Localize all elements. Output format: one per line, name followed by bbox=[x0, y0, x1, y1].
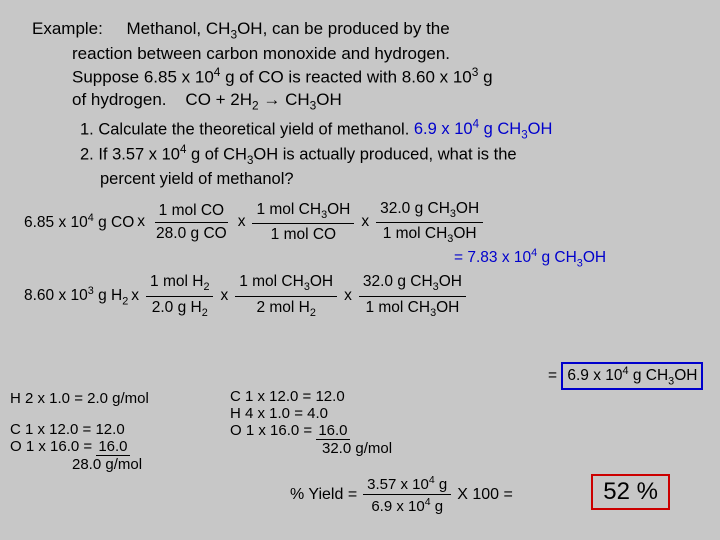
answer-1: 6.9 x 104 g CH3OH bbox=[414, 120, 553, 138]
molar-mass-co: H 2 x 1.0 = 2.0 g/mol C 1 x 12.0 = 12.0 … bbox=[10, 390, 149, 473]
example-paragraph: Example: Methanol, CH3OH, can be produce… bbox=[32, 18, 696, 114]
h2-result-boxed: = 6.9 x 104 g CH3OH bbox=[548, 362, 703, 390]
final-answer-box: 52 % bbox=[591, 474, 670, 510]
h2-calculation: 8.60 x 103 g H2 x 1 mol H22.0 g H2 x 1 m… bbox=[24, 272, 696, 319]
molar-mass-ch3oh: C 1 x 12.0 = 12.0 H 4 x 1.0 = 4.0 O 1 x … bbox=[230, 388, 392, 457]
example-label: Example: bbox=[32, 19, 103, 38]
co-result: = 7.83 x 104 g CH3OH bbox=[454, 246, 696, 270]
question-list: 1. Calculate the theoretical yield of me… bbox=[80, 118, 696, 191]
percent-yield-calc: % Yield = 3.57 x 104 g 6.9 x 104 g X 100… bbox=[290, 474, 513, 515]
co-calculation: 6.85 x 104 g CO x 1 mol CO28.0 g CO x 1 … bbox=[24, 199, 696, 271]
